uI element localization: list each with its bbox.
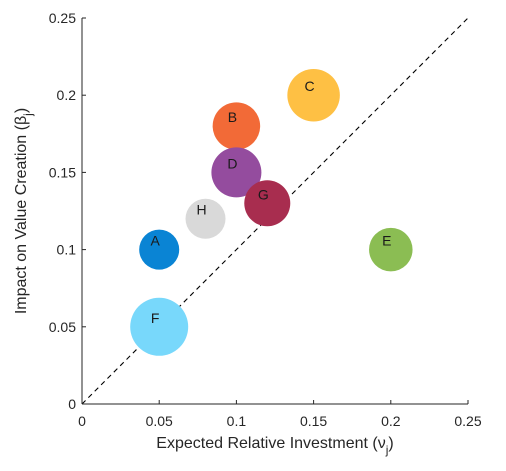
bubble-d <box>211 147 262 198</box>
bubble-layer <box>130 68 413 356</box>
y-tick-label: 0.05 <box>49 319 76 335</box>
bubble-g <box>244 180 291 227</box>
tick-layer: 0 0.05 0.1 0.15 0.2 0.25 0 0.05 0.1 0.15 0.2 0.25 <box>49 10 482 429</box>
y-axis-label: Impact on Value Creation (βj) <box>13 108 35 314</box>
y-tick-label: 0.15 <box>49 164 76 180</box>
bubble-label-f: F <box>151 310 160 326</box>
y-tick-label: 0.25 <box>49 10 76 26</box>
y-tick-label: 0 <box>68 396 76 412</box>
x-tick-label: 0.05 <box>146 413 173 429</box>
x-tick-label: 0.1 <box>227 413 247 429</box>
bubble-label-d: D <box>227 155 237 171</box>
bubble-h <box>185 198 226 239</box>
bubble-b <box>212 102 261 150</box>
bubble-label-layer: A B C D E F G H <box>151 78 392 326</box>
bubble-label-a: A <box>151 233 161 249</box>
x-tick-label: 0 <box>78 413 86 429</box>
bubble-e <box>369 227 413 272</box>
bubble-f <box>130 297 189 356</box>
bubble-a <box>139 229 180 270</box>
bubble-label-g: G <box>258 186 269 202</box>
x-axis-label: Expected Relative Investment (νj) <box>156 435 393 457</box>
y-tick-label: 0.1 <box>57 242 77 258</box>
y-tick-label: 0.2 <box>57 87 77 103</box>
bubble-label-h: H <box>196 202 206 218</box>
x-tick-label: 0.25 <box>454 413 481 429</box>
bubble-c <box>287 68 340 122</box>
bubble-label-b: B <box>228 109 237 125</box>
x-tick-label: 0.15 <box>300 413 327 429</box>
bubble-label-e: E <box>382 233 391 249</box>
axes <box>81 18 468 405</box>
bubble-label-c: C <box>305 78 315 94</box>
x-tick-label: 0.2 <box>381 413 401 429</box>
